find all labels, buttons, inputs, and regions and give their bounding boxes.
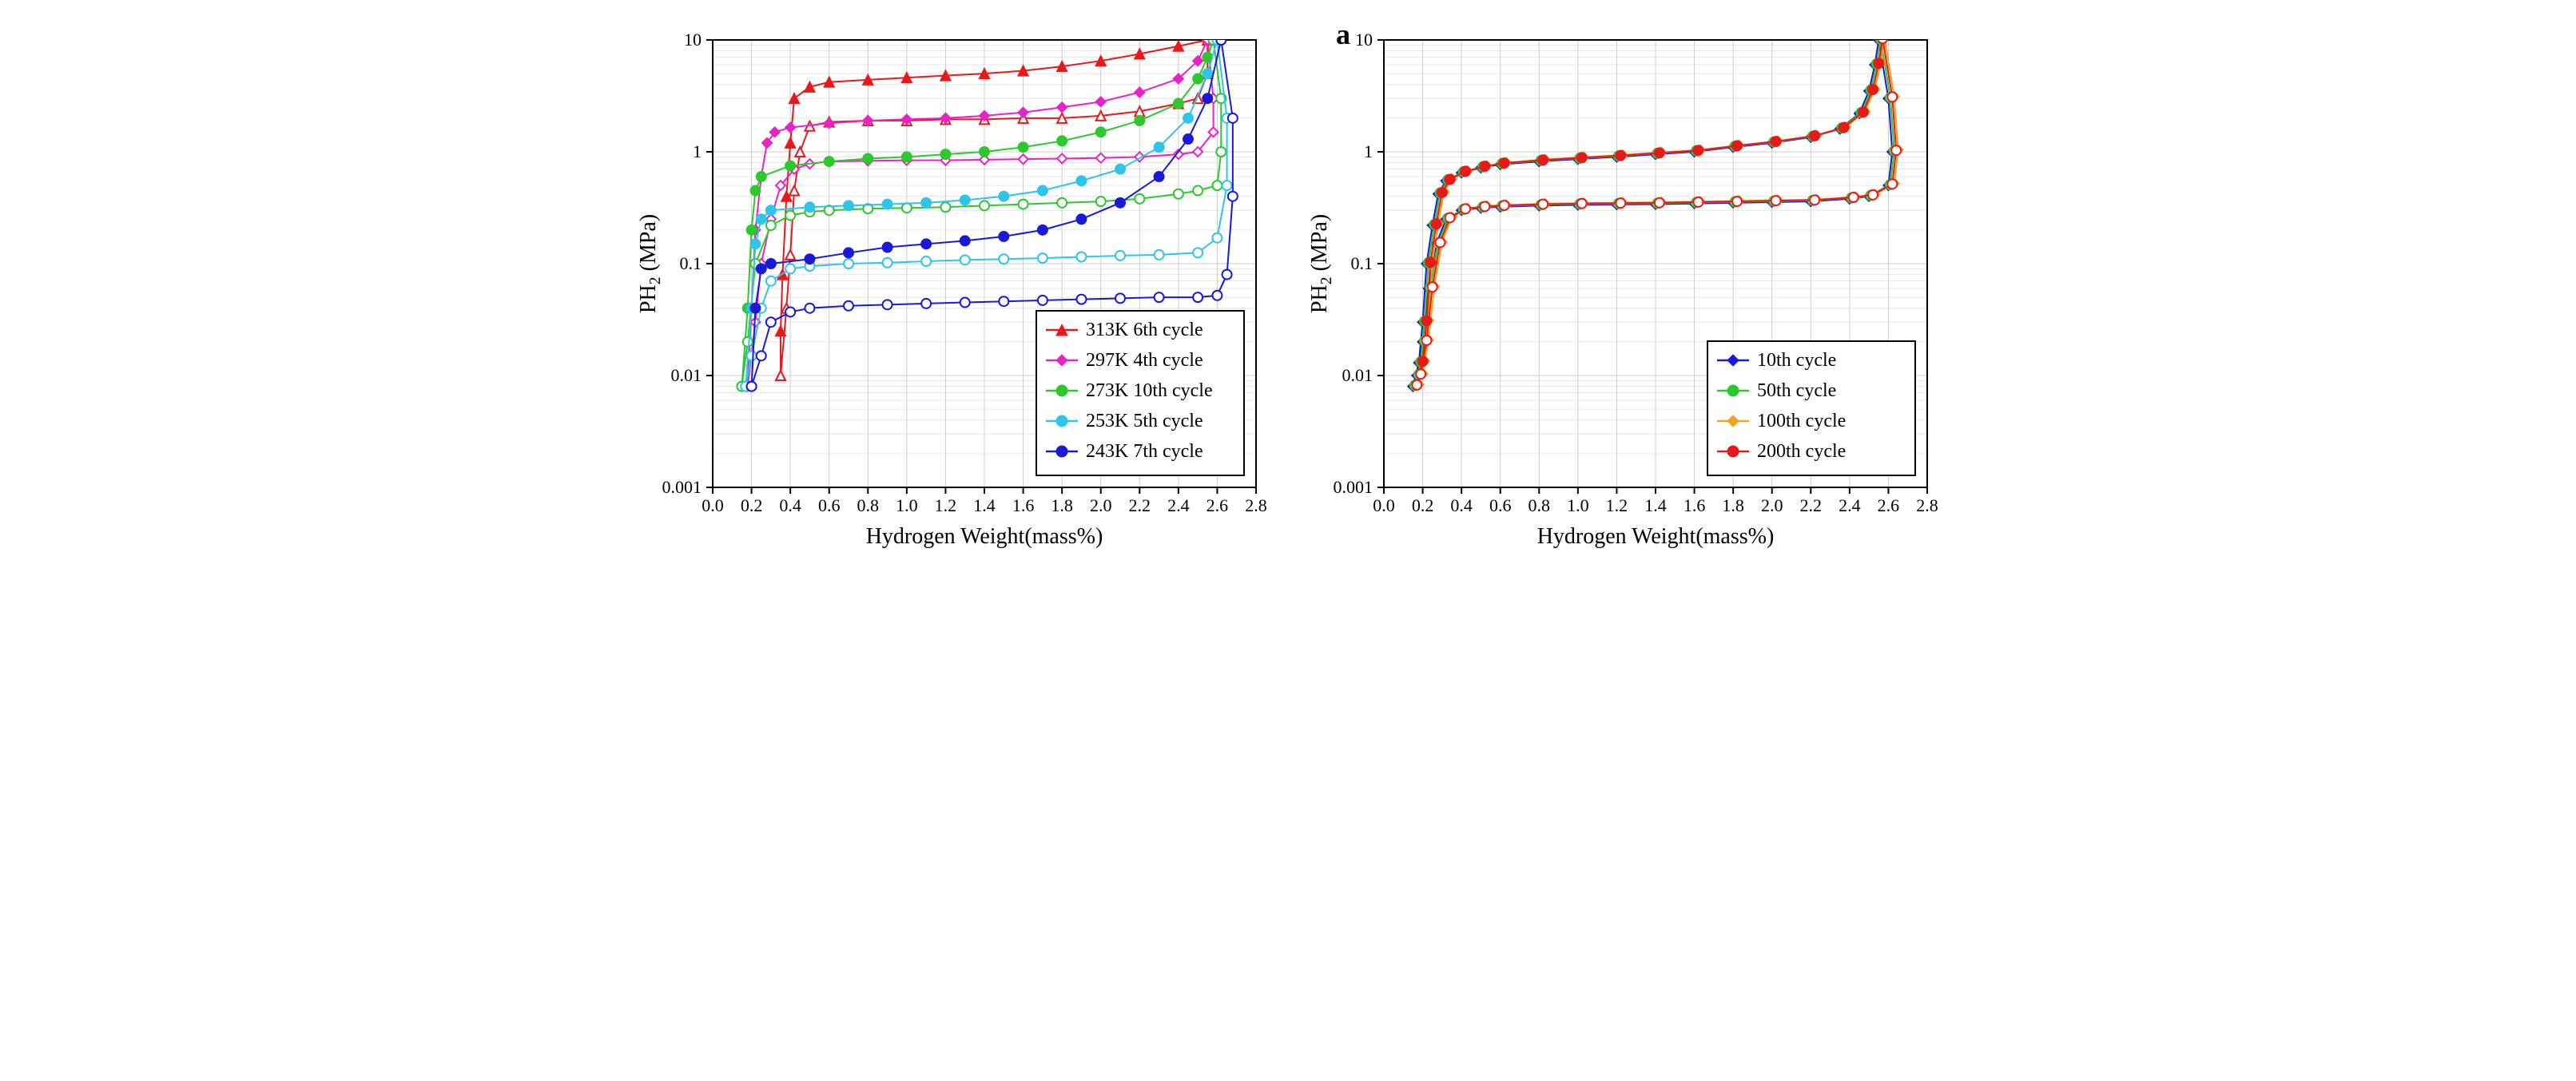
svg-text:1.0: 1.0 bbox=[1567, 495, 1589, 515]
svg-text:1: 1 bbox=[1364, 141, 1373, 161]
svg-text:100th cycle: 100th cycle bbox=[1757, 411, 1846, 431]
svg-text:1.0: 1.0 bbox=[896, 495, 918, 515]
right-chart: a 0.0 0.2 0.4 0.6 0.8 1.0 1.2 1.4 1.6 1.8 2.0 2.2 2.… bbox=[1304, 16, 1943, 563]
svg-text:2.0: 2.0 bbox=[1761, 495, 1783, 515]
svg-text:1.2: 1.2 bbox=[935, 495, 957, 515]
svg-text:2.8: 2.8 bbox=[1916, 495, 1938, 515]
svg-text:Hydrogen Weight(mass%): Hydrogen Weight(mass%) bbox=[866, 524, 1103, 549]
svg-text:0.8: 0.8 bbox=[1529, 495, 1551, 515]
svg-text:1.4: 1.4 bbox=[973, 495, 996, 515]
svg-text:2.8: 2.8 bbox=[1245, 495, 1267, 515]
svg-text:0.0: 0.0 bbox=[1373, 495, 1395, 515]
svg-text:1.2: 1.2 bbox=[1606, 495, 1628, 515]
svg-text:PH2 (MPa): PH2 (MPa) bbox=[636, 214, 664, 313]
svg-text:0.4: 0.4 bbox=[779, 495, 801, 515]
svg-text:10: 10 bbox=[1355, 30, 1373, 50]
svg-text:297K 4th cycle: 297K 4th cycle bbox=[1086, 350, 1203, 371]
svg-text:1.8: 1.8 bbox=[1051, 495, 1073, 515]
svg-text:0.1: 0.1 bbox=[680, 253, 702, 273]
svg-text:1.6: 1.6 bbox=[1012, 495, 1035, 515]
svg-text:10: 10 bbox=[684, 30, 702, 50]
left-chart: 0.0 0.2 0.4 0.6 0.8 1.0 1.2 1.4 1.6 1.8 2.0 2.2 2.4 2… bbox=[633, 16, 1272, 563]
svg-text:0.01: 0.01 bbox=[671, 365, 702, 385]
svg-text:0.001: 0.001 bbox=[662, 477, 702, 497]
svg-text:273K 10th cycle: 273K 10th cycle bbox=[1086, 380, 1213, 401]
svg-text:2.0: 2.0 bbox=[1090, 495, 1112, 515]
svg-text:2.4: 2.4 bbox=[1167, 495, 1190, 515]
svg-text:0.01: 0.01 bbox=[1342, 365, 1373, 385]
svg-text:0.001: 0.001 bbox=[1334, 477, 1373, 497]
svg-text:200th cycle: 200th cycle bbox=[1757, 441, 1846, 462]
svg-text:1.4: 1.4 bbox=[1644, 495, 1667, 515]
svg-text:0.2: 0.2 bbox=[1412, 495, 1434, 515]
svg-text:1: 1 bbox=[693, 141, 702, 161]
svg-text:Hydrogen Weight(mass%): Hydrogen Weight(mass%) bbox=[1537, 524, 1775, 549]
svg-text:0.2: 0.2 bbox=[741, 495, 763, 515]
svg-text:0.6: 0.6 bbox=[1489, 495, 1512, 515]
svg-text:0.0: 0.0 bbox=[702, 495, 724, 515]
panel-label-a: a bbox=[1336, 18, 1350, 51]
svg-text:2.4: 2.4 bbox=[1839, 495, 1861, 515]
svg-text:2.2: 2.2 bbox=[1129, 495, 1151, 515]
svg-text:2.2: 2.2 bbox=[1800, 495, 1823, 515]
svg-text:253K 5th cycle: 253K 5th cycle bbox=[1086, 411, 1203, 431]
svg-text:0.8: 0.8 bbox=[857, 495, 880, 515]
svg-text:243K 7th cycle: 243K 7th cycle bbox=[1086, 441, 1203, 462]
svg-text:10th cycle: 10th cycle bbox=[1757, 350, 1836, 371]
svg-text:PH2 (MPa): PH2 (MPa) bbox=[1307, 214, 1335, 313]
svg-text:1.6: 1.6 bbox=[1684, 495, 1706, 515]
svg-text:50th cycle: 50th cycle bbox=[1757, 380, 1836, 401]
svg-text:2.6: 2.6 bbox=[1878, 495, 1900, 515]
svg-text:313K 6th cycle: 313K 6th cycle bbox=[1086, 320, 1203, 340]
svg-text:0.4: 0.4 bbox=[1450, 495, 1473, 515]
svg-text:0.6: 0.6 bbox=[818, 495, 841, 515]
svg-text:0.1: 0.1 bbox=[1351, 253, 1373, 273]
svg-text:1.8: 1.8 bbox=[1722, 495, 1744, 515]
svg-text:2.6: 2.6 bbox=[1207, 495, 1229, 515]
